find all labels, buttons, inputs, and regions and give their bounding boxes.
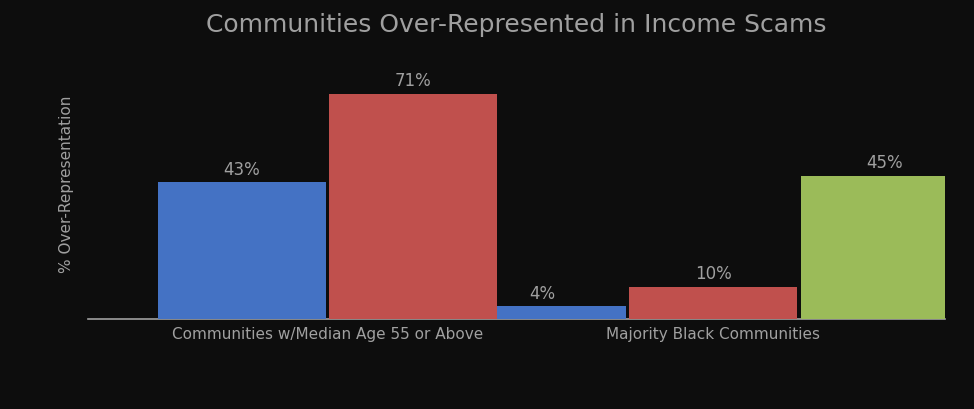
Bar — [458, 306, 626, 319]
Text: 4%: 4% — [529, 285, 555, 303]
Bar — [158, 182, 326, 319]
Text: 71%: 71% — [395, 72, 431, 90]
Text: 45%: 45% — [867, 154, 903, 172]
Y-axis label: % Over-Representation: % Over-Representation — [59, 95, 74, 273]
Title: Communities Over-Represented in Income Scams: Communities Over-Represented in Income S… — [206, 13, 827, 37]
Bar — [801, 176, 969, 319]
Bar — [329, 94, 498, 319]
Text: 10%: 10% — [695, 265, 731, 283]
Bar — [629, 287, 798, 319]
Legend: 8 Figure Dream Lifestyle, Income Scams: Loss > $500, Income Scams: Loss < $500: 8 Figure Dream Lifestyle, Income Scams: … — [129, 406, 813, 409]
Text: 43%: 43% — [224, 161, 260, 179]
